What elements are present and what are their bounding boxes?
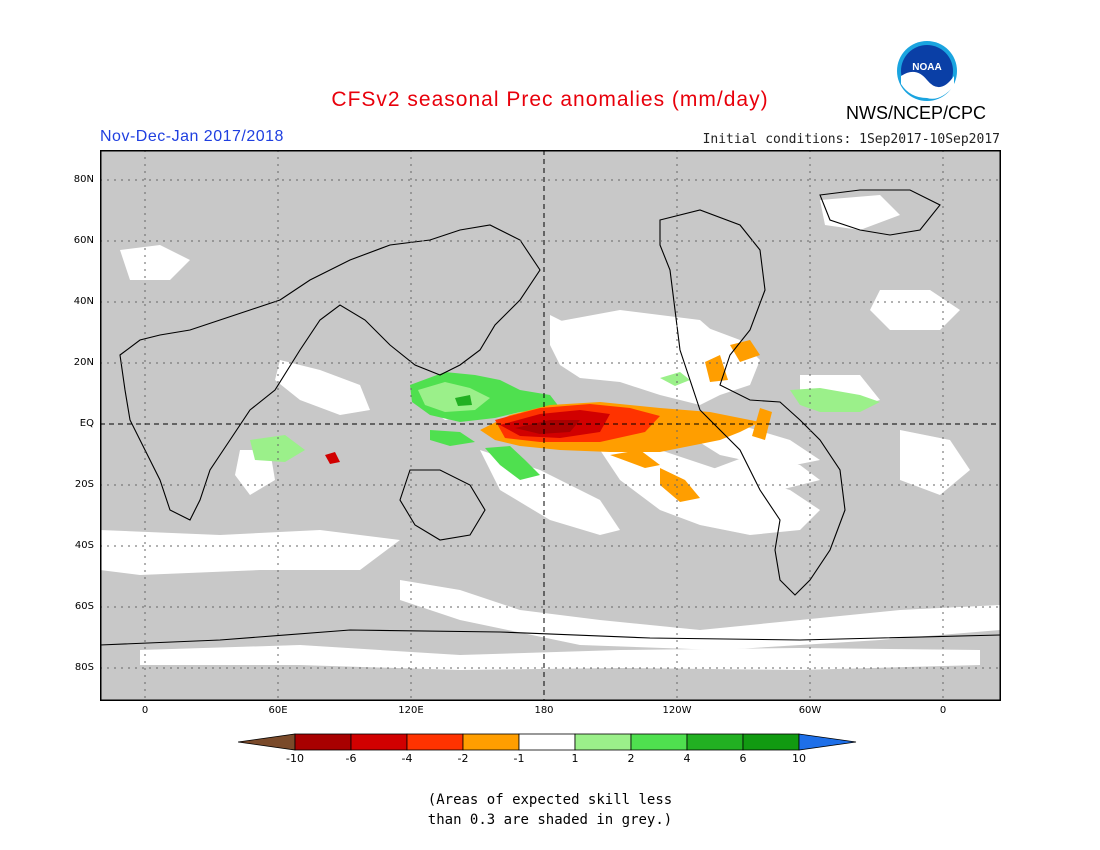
- colorbar-segment: [350, 733, 408, 751]
- colorbar-tick-label: 4: [683, 752, 691, 765]
- lon-label: 180: [534, 705, 554, 716]
- lat-label: 20N: [73, 357, 94, 368]
- colorbar-tick-label: -10: [286, 752, 304, 765]
- lon-label: 120E: [398, 705, 424, 716]
- colorbar-tick-label: 10: [792, 752, 806, 765]
- lon-label: 0: [939, 705, 947, 716]
- coastlines: [100, 189, 1001, 646]
- agency-label: NWS/NCEP/CPC: [846, 103, 987, 123]
- chart-title: CFSv2 seasonal Prec anomalies (mm/day): [331, 88, 769, 111]
- positive-anomaly-areas: [250, 372, 880, 480]
- colorbar-tick-label: 6: [739, 752, 747, 765]
- colorbar-segment: [406, 733, 464, 751]
- colorbar-segment: [742, 733, 800, 751]
- colorbar: [238, 733, 857, 751]
- colorbar-arrow-high: [798, 733, 857, 751]
- colorbar-segment: [630, 733, 688, 751]
- colorbar-tick-label: -2: [457, 752, 469, 765]
- equator-dateline: [100, 150, 1001, 701]
- noaa-logo-icon: NOAA: [897, 41, 957, 101]
- skill-note-line2: than 0.3 are shaded in grey.): [427, 812, 673, 828]
- lon-label: 120W: [662, 705, 692, 716]
- colorbar-tick-label: -6: [345, 752, 357, 765]
- precip-anomaly-map: [100, 150, 1001, 701]
- lat-label: EQ: [79, 418, 94, 429]
- colorbar-segment: [518, 733, 576, 751]
- lat-label: 80N: [73, 174, 94, 185]
- colorbar-segment: [294, 733, 352, 751]
- colorbar-tick-label: 1: [571, 752, 579, 765]
- colorbar-segment: [686, 733, 744, 751]
- colorbar-arrow-low: [238, 733, 296, 751]
- lat-label: 20S: [74, 479, 94, 490]
- forecast-period: Nov-Dec-Jan 2017/2018: [100, 128, 284, 145]
- lat-label: 40S: [74, 540, 94, 551]
- lon-label: 60W: [798, 705, 822, 716]
- negative-anomaly-areas: [325, 340, 772, 502]
- map-frame: [100, 150, 1001, 701]
- lat-label: 80S: [74, 662, 94, 673]
- colorbar-tick-label: -4: [401, 752, 413, 765]
- colorbar-segment: [574, 733, 632, 751]
- lat-label: 60S: [74, 601, 94, 612]
- lat-lon-gridlines: [100, 150, 1001, 701]
- lat-label: 40N: [73, 296, 94, 307]
- noaa-logo-text: NOAA: [912, 62, 941, 73]
- lat-label: 60N: [73, 235, 94, 246]
- initial-conditions: Initial conditions: 1Sep2017-10Sep2017: [702, 132, 1000, 147]
- lon-label: 0: [141, 705, 149, 716]
- colorbar-segment: [462, 733, 520, 751]
- colorbar-tick-label: 2: [627, 752, 635, 765]
- skill-note-line1: (Areas of expected skill less: [427, 792, 673, 808]
- lon-label: 60E: [268, 705, 288, 716]
- colorbar-tick-label: -1: [513, 752, 525, 765]
